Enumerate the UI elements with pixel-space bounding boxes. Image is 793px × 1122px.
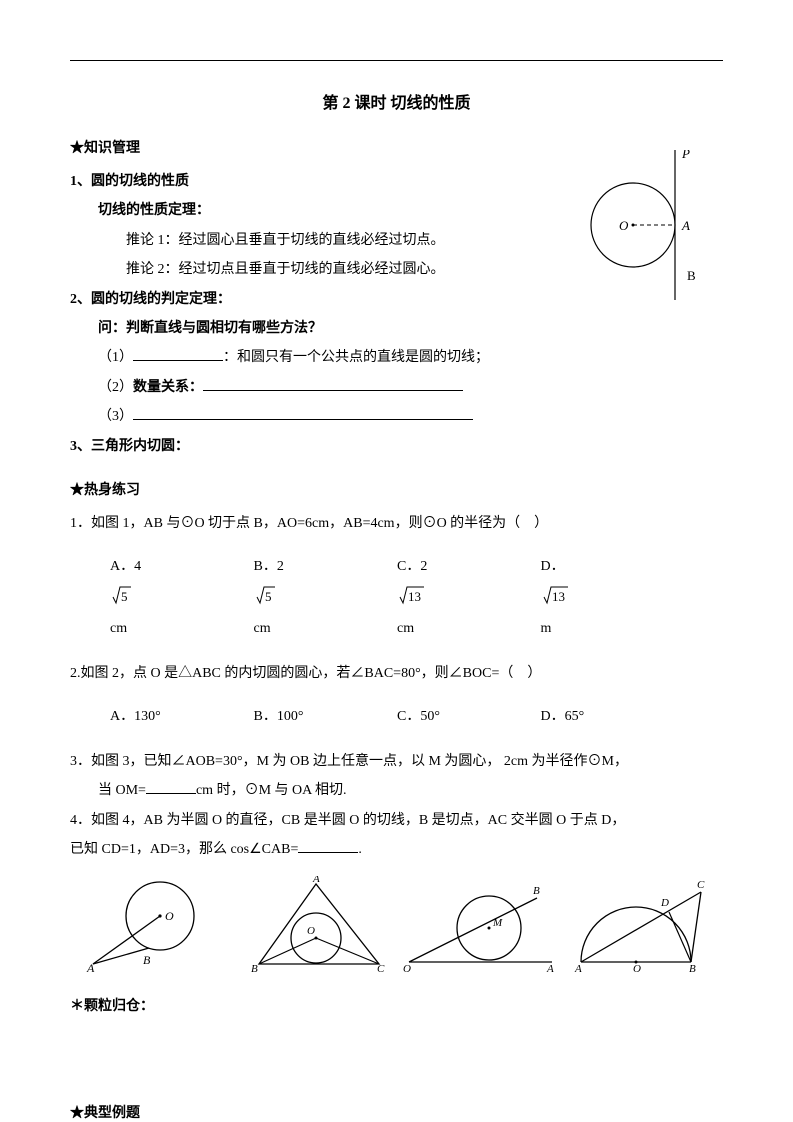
figure-3: O A B M xyxy=(397,876,558,976)
k2-item-3: （3） xyxy=(70,402,723,431)
option-d[interactable]: D．13 m xyxy=(541,552,681,644)
question-2-options: A．130° B．100° C．50° D．65° xyxy=(70,702,723,733)
section-example: ★典型例题 xyxy=(70,1102,723,1122)
svg-text:B: B xyxy=(687,268,696,283)
question-4-line2: 已知 CD=1，AD=3，那么 cos∠CAB=. xyxy=(70,835,723,864)
fill-blank[interactable] xyxy=(146,780,196,794)
figure-2: A B C O xyxy=(235,876,396,976)
option-b[interactable]: B．100° xyxy=(254,702,394,733)
k2-1-suffix: ：和圆只有一个公共点的直线是圆的切线； xyxy=(223,350,489,365)
figure-4: A O B C D xyxy=(558,876,719,976)
svg-text:O: O xyxy=(619,218,629,233)
svg-text:A: A xyxy=(546,963,554,975)
tangent-diagram: P O A B xyxy=(573,150,723,300)
svg-text:C: C xyxy=(377,963,385,975)
svg-text:B: B xyxy=(533,885,540,897)
svg-text:13: 13 xyxy=(552,589,565,604)
sqrt-icon: 13 xyxy=(541,583,681,614)
svg-text:B: B xyxy=(689,963,696,975)
svg-text:13: 13 xyxy=(408,589,421,604)
figure-row: O A B A B C O O xyxy=(70,876,723,976)
svg-text:A: A xyxy=(312,876,320,885)
figure-1: O A B xyxy=(74,876,235,976)
fill-blank[interactable] xyxy=(203,377,463,391)
option-c[interactable]: C．213 cm xyxy=(397,552,537,644)
sqrt-icon: 13 xyxy=(397,583,537,614)
svg-text:B: B xyxy=(251,963,258,975)
k2-item-2: （2）数量关系： xyxy=(70,373,723,402)
sqrt-icon: 5 xyxy=(110,583,250,614)
svg-text:A: A xyxy=(574,963,582,975)
svg-text:O: O xyxy=(633,963,641,975)
svg-text:A: A xyxy=(681,218,690,233)
question-1-options: A．45 cm B．25 cm C．213 cm D．13 m xyxy=(70,552,723,644)
k2-1-prefix: （1） xyxy=(98,350,133,365)
question-1: 1．如图 1，AB 与⊙O 切于点 B，AO=6cm，AB=4cm，则⊙O 的半… xyxy=(70,509,723,538)
fill-blank[interactable] xyxy=(133,347,223,361)
question-3-line2: 当 OM=cm 时，⊙M 与 OA 相切. xyxy=(70,776,723,805)
svg-text:5: 5 xyxy=(265,589,272,604)
svg-text:O: O xyxy=(307,925,315,937)
section-grain: ＊颗粒归仓： xyxy=(70,992,723,1021)
sqrt-icon: 5 xyxy=(254,583,394,614)
svg-text:O: O xyxy=(165,909,174,923)
svg-text:B: B xyxy=(143,953,151,967)
page: 第 2 课时 切线的性质 P O A B ★知识管理 1、圆的切线的性质 切线的… xyxy=(0,0,793,1122)
k2-2-prefix: （2） xyxy=(98,380,133,395)
question-3-line1: 3．如图 3，已知∠AOB=30°，M 为 OB 边上任意一点，以 M 为圆心，… xyxy=(70,747,723,776)
svg-text:C: C xyxy=(697,879,705,891)
option-c[interactable]: C．50° xyxy=(397,702,537,733)
svg-text:5: 5 xyxy=(121,589,128,604)
option-a[interactable]: A．45 cm xyxy=(110,552,250,644)
section-warmup: ★热身练习 xyxy=(70,479,723,499)
k2-2-label: 数量关系： xyxy=(133,380,203,395)
top-rule xyxy=(70,60,723,61)
lesson-title: 第 2 课时 切线的性质 xyxy=(70,89,723,113)
svg-text:A: A xyxy=(86,961,95,975)
k2-question: 问：判断直线与圆相切有哪些方法？ xyxy=(70,314,723,343)
option-a[interactable]: A．130° xyxy=(110,702,250,733)
option-d[interactable]: D．65° xyxy=(541,702,681,733)
question-2: 2.如图 2，点 O 是△ABC 的内切圆的圆心，若∠BAC=80°，则∠BOC… xyxy=(70,659,723,688)
k3-heading: 3、三角形内切圆： xyxy=(70,432,723,461)
svg-text:M: M xyxy=(492,917,503,929)
fill-blank[interactable] xyxy=(298,839,358,853)
svg-text:O: O xyxy=(403,963,411,975)
fill-blank[interactable] xyxy=(133,406,473,420)
question-4-line1: 4．如图 4，AB 为半圆 O 的直径，CB 是半圆 O 的切线，B 是切点，A… xyxy=(70,806,723,835)
option-b[interactable]: B．25 cm xyxy=(254,552,394,644)
k2-item-1: （1） ：和圆只有一个公共点的直线是圆的切线； xyxy=(70,343,723,372)
svg-text:D: D xyxy=(660,897,669,909)
k2-3-prefix: （3） xyxy=(98,409,133,424)
svg-text:P: P xyxy=(681,150,690,161)
